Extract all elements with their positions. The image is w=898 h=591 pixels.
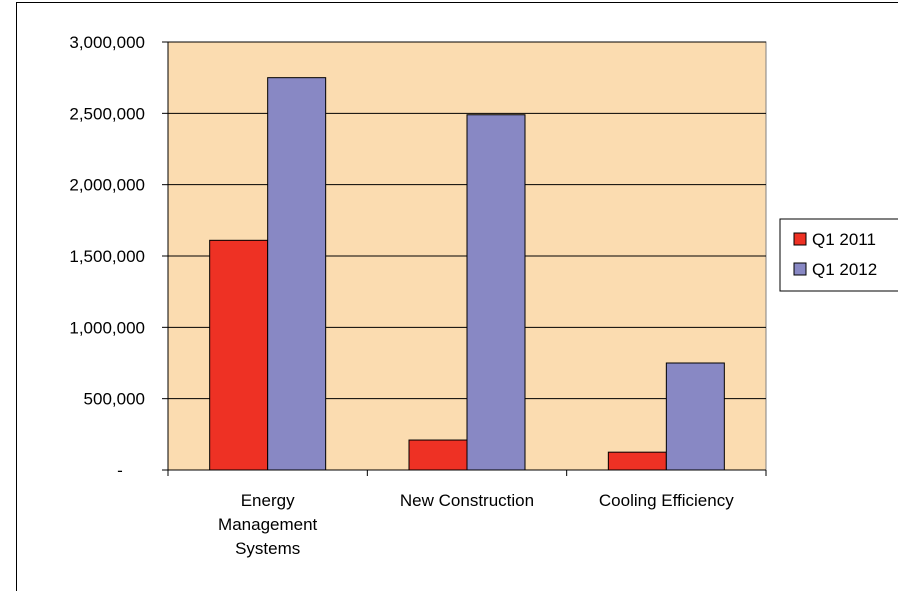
x-category-label: New Construction xyxy=(400,491,534,510)
x-category-label: Systems xyxy=(235,539,300,558)
chart-frame xyxy=(16,2,898,591)
y-tick-label: 1,500,000 xyxy=(69,247,145,266)
y-tick-label: 1,000,000 xyxy=(69,318,145,337)
y-tick-label: 3,000,000 xyxy=(69,33,145,52)
x-category-label: Management xyxy=(218,515,318,534)
legend-label: Q1 2012 xyxy=(812,260,877,279)
bar-q1-2012 xyxy=(267,77,327,471)
y-tick-label: 2,000,000 xyxy=(69,176,145,195)
bar-q1-2011 xyxy=(209,239,269,471)
x-category-label: Cooling Efficiency xyxy=(599,491,734,510)
bar-q1-2011 xyxy=(408,439,468,471)
bar-q1-2012 xyxy=(665,362,725,471)
legend xyxy=(779,218,898,292)
x-category-label: Energy xyxy=(241,491,295,510)
legend-swatch xyxy=(793,262,807,276)
y-tick-label: 500,000 xyxy=(84,390,145,409)
y-tick-label: 2,500,000 xyxy=(69,104,145,123)
legend-label: Q1 2011 xyxy=(812,230,876,249)
legend-swatch xyxy=(793,232,807,246)
bar-q1-2011 xyxy=(607,451,667,471)
y-tick-label: - xyxy=(117,461,123,480)
bar-q1-2012 xyxy=(466,114,526,471)
